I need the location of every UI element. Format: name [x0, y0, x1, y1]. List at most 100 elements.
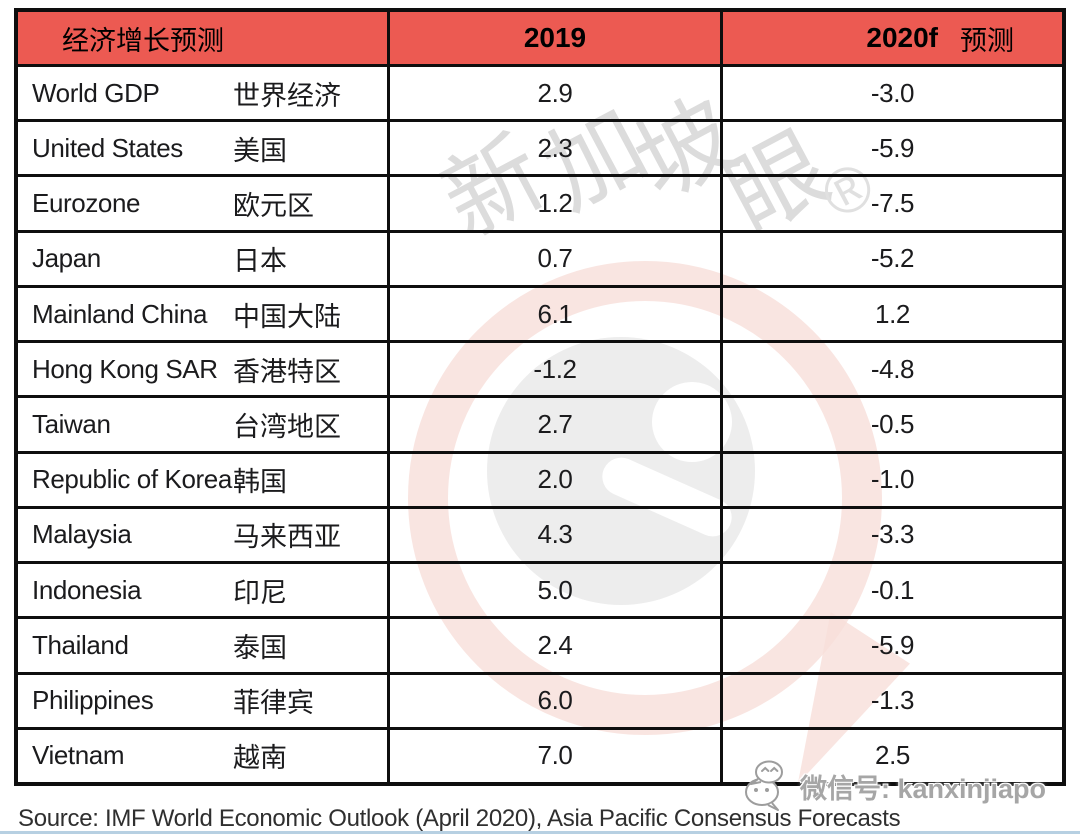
economy-name-en: Mainland China [32, 298, 208, 329]
table-row: Japan 日本 0.7 -5.2 [18, 229, 1062, 285]
value-2020f-cell: -7.5 [723, 177, 1062, 229]
economy-name-zh: 美国 [233, 135, 287, 166]
table-row: Malaysia 马来西亚 4.3 -3.3 [18, 505, 1062, 562]
economy-name-en: Vietnam [32, 740, 125, 771]
economy-name-en: Philippines [32, 685, 154, 716]
economy-name-cell: Republic of Korea 韩国 [18, 453, 390, 506]
table-row: Taiwan 台湾地区 2.7 -0.5 [18, 395, 1062, 451]
economy-name-cell: Vietnam 越南 [18, 729, 390, 783]
value-2020f-cell: 1.2 [723, 288, 1062, 340]
value-2019-cell: 5.0 [390, 564, 723, 617]
value-2019: 5.0 [537, 574, 573, 605]
economy-name-en: Japan [32, 243, 101, 274]
economy-name-cell: Eurozone 欧元区 [18, 177, 390, 230]
economy-name-en: Taiwan [32, 409, 111, 440]
table-body: World GDP 世界经济 2.9 -3.0 United States 美国… [18, 64, 1062, 783]
economy-name-cell: Japan 日本 [18, 232, 390, 285]
header-2020f-cell: 2020f 预测 [723, 12, 1062, 64]
value-2019-cell: 1.2 [390, 177, 723, 230]
value-2020f-cell: -1.0 [723, 454, 1062, 506]
header-2020f-label: 2020f [866, 22, 938, 53]
value-2019-cell: 2.0 [390, 453, 723, 506]
table-row: United States 美国 2.3 -5.9 [18, 119, 1062, 175]
value-2020f-cell: -5.9 [723, 122, 1062, 174]
economy-name-cell: United States 美国 [18, 122, 390, 175]
wechat-watermark: 微信号: kanxinjiapo [742, 760, 1046, 812]
value-2019: 2.0 [537, 464, 573, 495]
value-2019-cell: 2.9 [390, 67, 723, 120]
value-2020f: 2.5 [875, 740, 910, 771]
economy-name-zh: 香港特区 [233, 356, 341, 387]
economy-name-zh: 越南 [233, 743, 287, 774]
source-note: Source: IMF World Economic Outlook (Apri… [18, 805, 901, 832]
economy-name-cell: Hong Kong SAR 香港特区 [18, 343, 390, 396]
economy-name-en: Hong Kong SAR [32, 353, 218, 384]
value-2019: 1.2 [537, 188, 573, 219]
value-2019: 2.7 [537, 409, 573, 440]
table-row: Vietnam 越南 7.0 2.5 [18, 726, 1062, 783]
growth-forecast-table: 经济增长预测 2019 2020f 预测 World GDP 世界经济 2.9 … [14, 8, 1066, 786]
table-row: Indonesia 印尼 5.0 -0.1 [18, 561, 1062, 617]
economy-name-zh: 菲律宾 [233, 688, 314, 719]
economy-name-cell: Taiwan 台湾地区 [18, 398, 390, 451]
value-2020f: -5.9 [870, 629, 915, 660]
economy-name-cell: Mainland China 中国大陆 [18, 287, 390, 341]
table-row: Eurozone 欧元区 1.2 -7.5 [18, 174, 1062, 230]
value-2020f-cell: -3.3 [723, 509, 1062, 561]
table-row: Republic of Korea 韩国 2.0 -1.0 [18, 450, 1062, 506]
value-2019: 2.3 [537, 132, 573, 163]
economy-name-en: Indonesia [32, 574, 142, 605]
wechat-id-label: 微信号: kanxinjiapo [800, 773, 1047, 804]
value-2020f: -0.1 [870, 574, 915, 605]
table-row: World GDP 世界经济 2.9 -3.0 [18, 64, 1062, 120]
header-title-cell: 经济增长预测 [18, 12, 390, 64]
economy-name-en: Eurozone [32, 188, 141, 219]
economy-name-cell: Thailand 泰国 [18, 619, 390, 672]
value-2019: 6.1 [537, 298, 573, 329]
value-2020f: -5.2 [870, 243, 915, 274]
value-2019: 4.3 [537, 519, 573, 550]
value-2020f: -3.0 [870, 77, 915, 108]
value-2020f-cell: -4.8 [723, 343, 1062, 395]
value-2020f: -1.3 [870, 685, 915, 716]
value-2020f: -4.8 [870, 353, 915, 384]
header-forecast-label: 预测 [960, 25, 1014, 56]
economy-name-en: United States [32, 132, 183, 163]
value-2019: 0.7 [537, 243, 573, 274]
value-2019-cell: 2.4 [390, 619, 723, 672]
value-2020f-cell: -1.3 [723, 675, 1062, 727]
value-2019-cell: 4.3 [390, 508, 723, 562]
value-2020f-cell: -3.0 [723, 67, 1062, 119]
value-2019-cell: 6.1 [390, 287, 723, 341]
economy-name-en: Thailand [32, 629, 129, 660]
economy-name-cell: World GDP 世界经济 [18, 67, 390, 120]
value-2020f: -7.5 [870, 188, 915, 219]
value-2019: -1.2 [533, 353, 577, 384]
bottom-edge-line [0, 831, 1080, 834]
value-2020f: -0.5 [870, 409, 915, 440]
value-2019-cell: 6.0 [390, 674, 723, 727]
economy-name-cell: Malaysia 马来西亚 [18, 508, 390, 562]
value-2019-cell: -1.2 [390, 343, 723, 396]
brand-logo-eye [652, 382, 732, 462]
wechat-icon [745, 760, 783, 811]
table-header-row: 经济增长预测 2019 2020f 预测 [18, 12, 1062, 64]
economy-name-zh: 台湾地区 [233, 412, 341, 443]
value-2019: 6.0 [537, 685, 573, 716]
value-2020f: 1.2 [875, 298, 910, 329]
economy-name-zh: 欧元区 [233, 191, 314, 222]
economy-name-zh: 日本 [233, 246, 287, 277]
economy-name-zh: 马来西亚 [233, 522, 341, 553]
economy-name-cell: Indonesia 印尼 [18, 564, 390, 617]
economy-name-zh: 韩国 [233, 467, 287, 498]
table-row: Thailand 泰国 2.4 -5.9 [18, 616, 1062, 672]
value-2019-cell: 0.7 [390, 232, 723, 285]
economy-name-zh: 中国大陆 [233, 301, 341, 332]
value-2019: 2.9 [537, 77, 573, 108]
value-2020f: -3.3 [870, 519, 915, 550]
value-2020f-cell: -0.5 [723, 398, 1062, 450]
economy-name-zh: 印尼 [233, 577, 287, 608]
value-2019-cell: 2.7 [390, 398, 723, 451]
value-2019-cell: 2.3 [390, 122, 723, 175]
